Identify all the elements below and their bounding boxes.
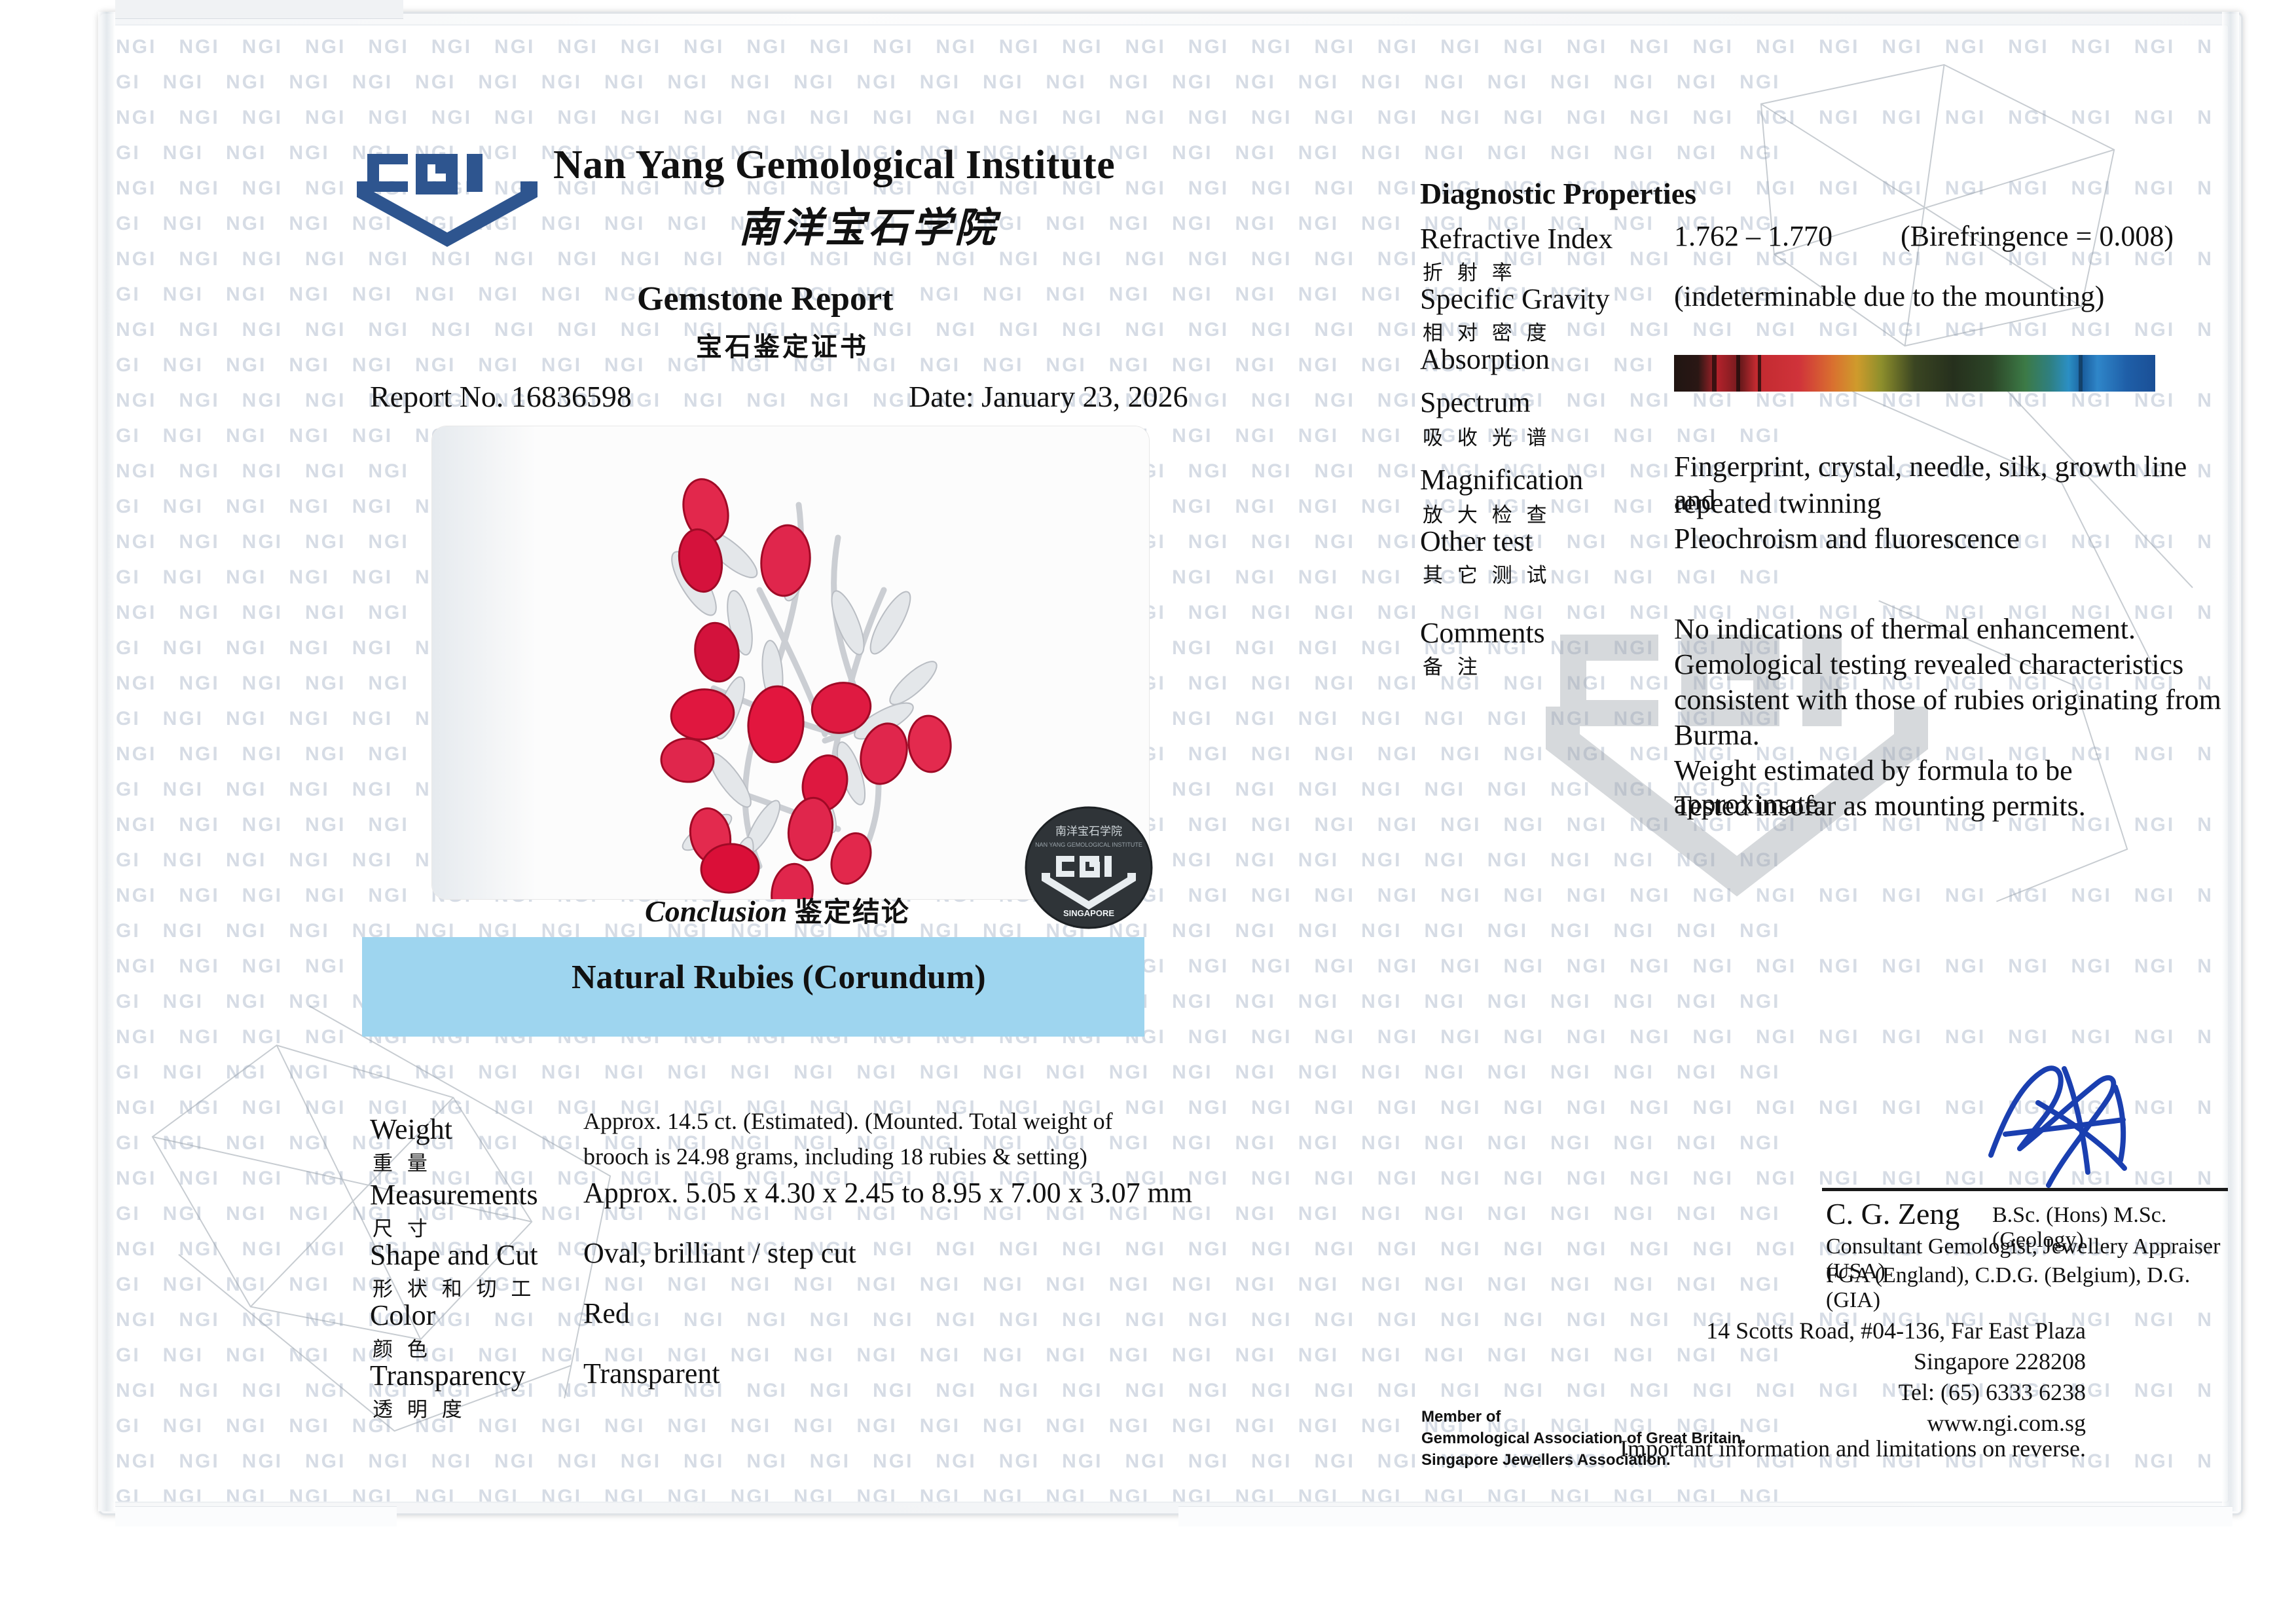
reverse-note: Important information and limitations on… <box>1620 1435 2086 1462</box>
hologram-seal: 南洋宝石学院 NAN YANG GEMOLOGICAL INSTITUTE SI… <box>1025 806 1153 929</box>
address-phone: Tel: (65) 6333 6238 <box>1898 1379 2086 1405</box>
gemstone-photograph <box>432 426 1149 899</box>
diag-value-specific-gravity: (indeterminable due to the mounting) <box>1674 280 2105 312</box>
conclusion-label: Conclusion 鉴定结论 <box>645 890 910 930</box>
member-line-2: Gemmological Association of Great Britai… <box>1421 1430 1746 1447</box>
gem-facet-watermark <box>151 64 2193 1432</box>
member-line-3: Singapore Jewellers Association. <box>1421 1451 1671 1469</box>
report-title-chinese: 宝石鉴定证书 <box>696 332 869 362</box>
signature-rule <box>1822 1188 2228 1191</box>
spec-value-shape-cut: Oval, brilliant / step cut <box>583 1237 856 1269</box>
institute-name: Nan Yang Gemological Institute <box>553 143 1116 187</box>
address-line-2: Singapore 228208 <box>1914 1348 2086 1375</box>
institute-address: 14 Scotts Road, #04-136, Far East Plaza … <box>1497 1316 2086 1439</box>
signatory-name: C. G. Zeng <box>1826 1197 1960 1230</box>
diag-label-specific-gravity-cn: 相 对 密 度 <box>1423 322 1551 345</box>
signatory-quals: B.Sc. (Hons) M.Sc. (Geology) <box>1992 1203 2167 1252</box>
conclusion-highlight-band <box>362 937 1144 1037</box>
diag-label-specific-gravity: Specific Gravity <box>1420 283 1610 315</box>
address-line-1: 14 Scotts Road, #04-136, Far East Plaza <box>1706 1318 2086 1344</box>
comment-line-5: Weight estimated by formula to be approx… <box>1674 754 2073 820</box>
diag-label-other-test: Other test <box>1420 525 1533 557</box>
address-website[interactable]: www.ngi.com.sg <box>1927 1410 2086 1436</box>
spec-value-weight-1: Approx. 14.5 ct. (Estimated). (Mounted. … <box>583 1108 1113 1134</box>
laminated-certificate-card: NGI NGI NGI NGI NGI NGI NGI NGI NGI NGI … <box>98 12 2243 1515</box>
spec-label-color-cn: 颜 色 <box>373 1338 431 1361</box>
sleeve-edge-right <box>2222 12 2239 1511</box>
spec-value-measurements: Approx. 5.05 x 4.30 x 2.45 to 8.95 x 7.0… <box>583 1177 1193 1209</box>
diag-label-other-test-cn: 其 它 测 试 <box>1423 564 1551 587</box>
membership-block: Member of Gemmological Association of Gr… <box>1421 1406 1745 1471</box>
diag-label-refractive-index: Refractive Index <box>1420 223 1613 255</box>
report-title: Gemstone Report <box>637 280 894 318</box>
comments-label: Comments <box>1420 617 1545 649</box>
signatory-credentials: FGA (England), C.D.G. (Belgium), D.G. (G… <box>1826 1263 2191 1312</box>
spec-label-weight-cn: 重 量 <box>373 1152 431 1175</box>
spec-value-color: Red <box>583 1297 630 1329</box>
spec-label-transparency: Transparency <box>370 1359 526 1392</box>
spec-label-weight: Weight <box>370 1113 452 1145</box>
diag-value-magnification-2: repeated twinning <box>1674 487 1882 519</box>
conclusion-label-en: Conclusion <box>645 895 788 928</box>
diag-label-refractive-index-cn: 折 射 率 <box>1423 261 1516 285</box>
photo-glare <box>432 426 537 899</box>
comment-line-2: Gemological testing revealed characteris… <box>1674 648 2184 680</box>
diag-label-absorption-cn: 吸 收 光 谱 <box>1423 426 1551 450</box>
sleeve-tab-top-left <box>115 0 403 19</box>
spec-label-shape-cut-cn: 形 状 和 切 工 <box>373 1278 536 1301</box>
ngi-logo-icon <box>357 154 538 247</box>
comment-line-6: Tested insofar as mounting permits. <box>1674 790 2086 822</box>
diag-value-other-test: Pleochroism and fluorescence <box>1674 523 2020 555</box>
signatory-role: Consultant Gemologist, Jewellery Apprais… <box>1826 1234 2221 1283</box>
seal-chinese: 南洋宝石学院 <box>1055 825 1122 838</box>
report-date: Date: January 23, 2026 <box>909 380 1188 413</box>
spec-label-color: Color <box>370 1299 436 1331</box>
comment-line-4: Burma. <box>1674 719 1760 751</box>
report-number: Report No. 16836598 <box>370 380 632 413</box>
diag-value-magnification-1: Fingerprint, crystal, needle, silk, grow… <box>1674 451 2187 516</box>
diagnostics-title: Diagnostic Properties <box>1420 177 1697 210</box>
diag-label-absorption: Absorption <box>1420 343 1550 375</box>
conclusion-label-cn: 鉴定结论 <box>794 896 910 928</box>
diag-label-magnification-cn: 放 大 检 查 <box>1423 504 1551 527</box>
spec-label-measurements: Measurements <box>370 1179 538 1211</box>
comments-label-cn: 备 注 <box>1423 655 1482 679</box>
sleeve-edge-left <box>98 12 115 1511</box>
diag-value-birefringence: (Birefringence = 0.008) <box>1901 220 2174 252</box>
spec-label-shape-cut: Shape and Cut <box>370 1239 538 1271</box>
seal-institute: NAN YANG GEMOLOGICAL INSTITUTE <box>1035 841 1142 848</box>
comment-line-3: consistent with those of rubies originat… <box>1674 684 2221 716</box>
diag-label-magnification: Magnification <box>1420 464 1584 496</box>
spec-label-measurements-cn: 尺 寸 <box>373 1217 431 1241</box>
institute-name-chinese: 南洋宝石学院 <box>738 204 998 251</box>
diag-label-spectrum: Spectrum <box>1420 386 1531 418</box>
spec-value-transparency: Transparent <box>583 1357 720 1390</box>
diag-value-refractive-index: 1.762 – 1.770 <box>1674 220 1832 252</box>
sleeve-notch-bottom-left <box>115 1506 397 1526</box>
conclusion-value: Natural Rubies (Corundum) <box>572 959 986 996</box>
seal-country: SINGAPORE <box>1063 908 1114 918</box>
certificate-page: NGI NGI NGI NGI NGI NGI NGI NGI NGI NGI … <box>112 24 2229 1503</box>
spec-label-transparency-cn: 透 明 度 <box>373 1398 466 1422</box>
spec-value-weight-2: brooch is 24.98 grams, including 18 rubi… <box>583 1143 1087 1170</box>
sleeve-tab-bottom-right <box>1178 1506 2232 1526</box>
absorption-spectrum-image <box>1674 355 2155 392</box>
comment-line-1: No indications of thermal enhancement. <box>1674 613 2136 645</box>
member-line-1: Member of <box>1421 1408 1501 1426</box>
ngi-logo-watermark <box>1546 635 1928 896</box>
handwritten-signature <box>1988 1065 2127 1188</box>
